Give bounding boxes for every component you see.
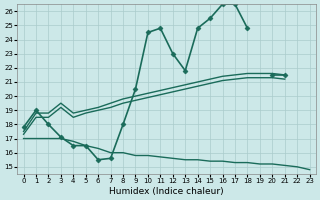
X-axis label: Humidex (Indice chaleur): Humidex (Indice chaleur)	[109, 187, 224, 196]
